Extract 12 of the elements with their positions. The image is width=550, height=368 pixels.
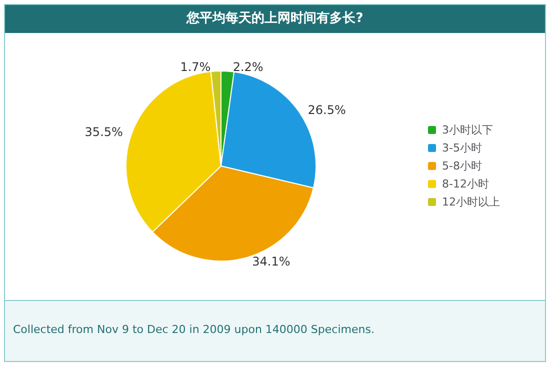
data-label: 1.7% [180, 60, 211, 74]
legend-label: 12小时以上 [442, 196, 500, 208]
data-label: 35.5% [84, 125, 123, 140]
chart-title: 您平均每天的上网时间有多长? [5, 5, 545, 33]
data-label: 34.1% [252, 254, 290, 269]
legend-label: 5-8小时 [442, 160, 482, 172]
data-label: 2.2% [232, 60, 264, 74]
text: Collected from Nov 9 to Dec 20 in 2009 upon 140000 Specimens. [12, 322, 376, 336]
legend-label: 8-12小时 [442, 178, 489, 190]
legend-label: 3小时以下 [442, 124, 494, 136]
data-label: 26.5% [308, 103, 346, 118]
legend-label: 3-5小时 [442, 142, 482, 154]
